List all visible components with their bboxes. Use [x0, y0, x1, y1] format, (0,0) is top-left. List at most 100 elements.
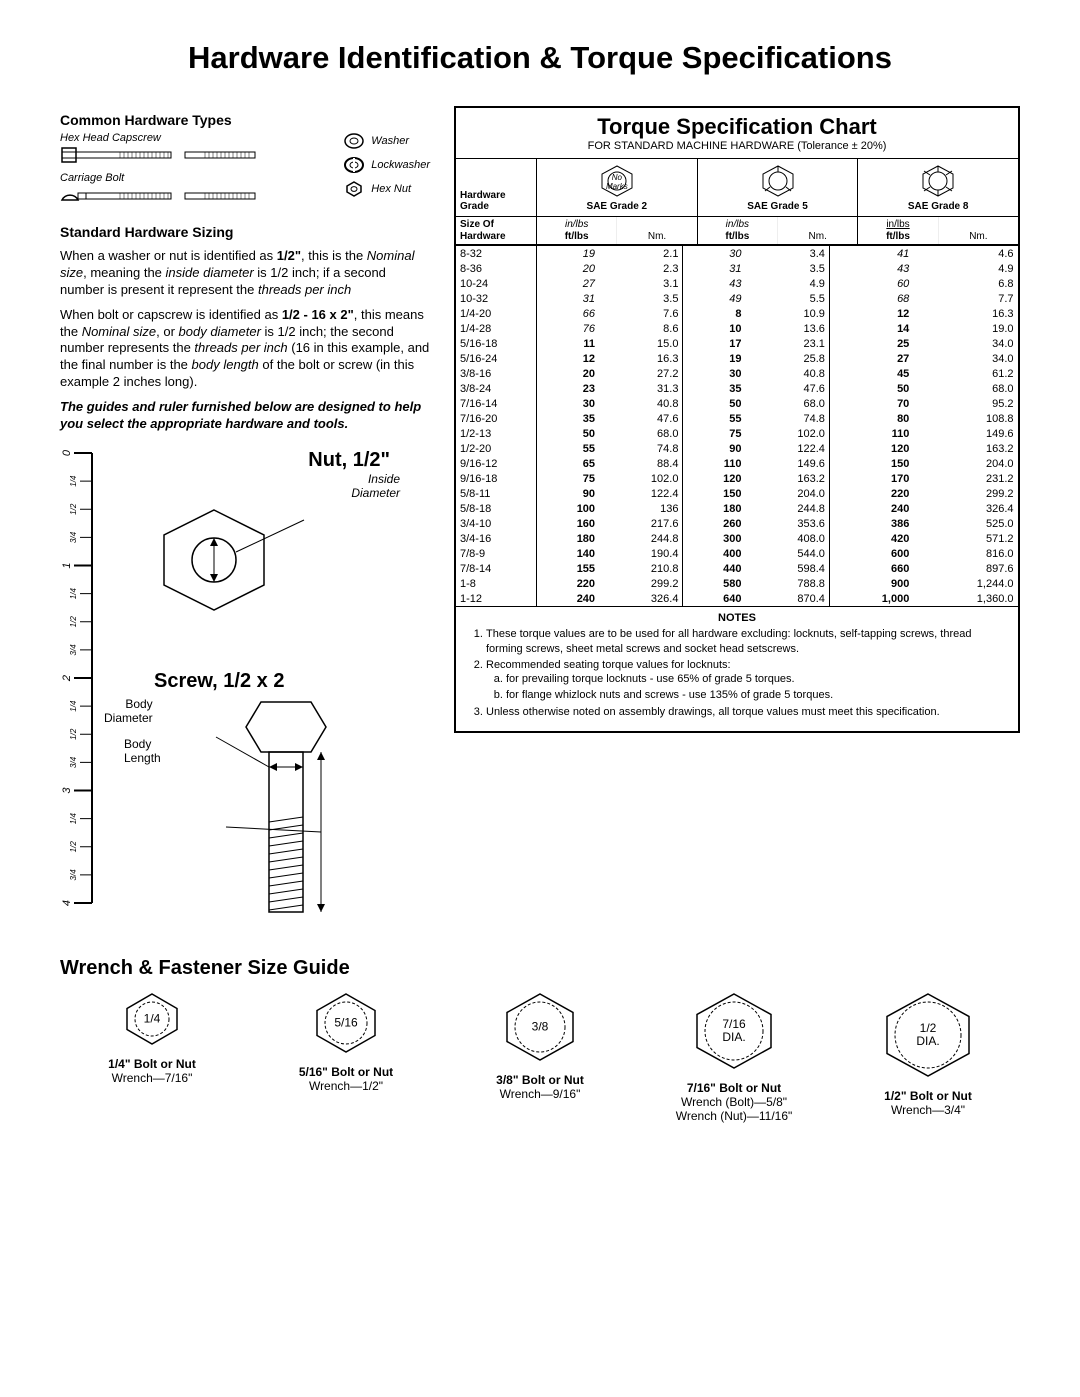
wrench-bolt-label: 7/16" Bolt or Nut — [642, 1081, 826, 1095]
svg-text:1: 1 — [61, 562, 73, 568]
common-hardware-heading: Common Hardware Types — [60, 112, 430, 128]
svg-text:1/2: 1/2 — [69, 503, 78, 515]
wrench-guide-title: Wrench & Fastener Size Guide — [60, 957, 1020, 980]
wrench-bolt-label: 1/2" Bolt or Nut — [836, 1089, 1020, 1103]
wrench-hex-icon: 1/2 DIA. — [881, 990, 975, 1080]
table-row: 1-8220299.2580788.89001,244.0 — [456, 576, 1018, 591]
screw-diagram-icon — [161, 697, 391, 927]
svg-text:3/4: 3/4 — [69, 869, 78, 881]
right-column: Torque Specification Chart FOR STANDARD … — [454, 106, 1020, 733]
note-2b: for flange whizlock nuts and screws - us… — [506, 688, 1008, 702]
wrench-item: 1/4 1/4" Bolt or NutWrench—7/16" — [60, 990, 244, 1123]
table-row: 5/16-241216.31925.82734.0 — [456, 351, 1018, 366]
carriage-bolt-label: Carriage Bolt — [60, 172, 333, 184]
wrench-size-label: Wrench—9/16" — [448, 1087, 632, 1101]
sizing-para-3: The guides and ruler furnished below are… — [60, 399, 430, 433]
wrench-bolt-label: 3/8" Bolt or Nut — [448, 1073, 632, 1087]
lockwasher-label: Lockwasher — [371, 159, 430, 171]
table-row: 5/8-18100136180244.8240326.4 — [456, 501, 1018, 516]
sizing-heading: Standard Hardware Sizing — [60, 224, 430, 240]
svg-text:1/4: 1/4 — [69, 475, 78, 487]
wrench-hex-icon: 3/8 — [501, 990, 579, 1064]
table-row: 7/8-9140190.4400544.0600816.0 — [456, 546, 1018, 561]
inside-diameter-label: Inside Diameter — [104, 472, 400, 500]
table-row: 1-12240326.4640870.41,0001,360.0 — [456, 591, 1018, 606]
washer-label: Washer — [371, 135, 409, 147]
table-row: 1/2-135068.075102.0110149.6 — [456, 426, 1018, 441]
grade2-label: SAE Grade 2 — [539, 201, 695, 212]
torque-subtitle: FOR STANDARD MACHINE HARDWARE (Tolerance… — [456, 140, 1018, 159]
note-1: These torque values are to be used for a… — [486, 627, 1008, 656]
svg-text:1/2: 1/2 — [69, 728, 78, 740]
wrench-size-label-2: Wrench (Nut)—11/16" — [642, 1109, 826, 1123]
wrench-item: 3/8 3/8" Bolt or NutWrench—9/16" — [448, 990, 632, 1123]
nut-diagram-icon — [104, 500, 384, 620]
hardware-grade-label: Hardware Grade — [456, 159, 537, 216]
wrench-item: 7/16 DIA. 7/16" Bolt or NutWrench (Bolt)—… — [642, 990, 826, 1123]
no-marks-label: No Marks — [539, 173, 695, 191]
svg-text:3: 3 — [61, 786, 73, 793]
notes-heading: NOTES — [466, 611, 1008, 625]
note-2: Recommended seating torque values for lo… — [486, 658, 1008, 703]
wrench-size-label: Wrench (Bolt)—5/8" — [642, 1095, 826, 1109]
table-row: 1/4-20667.6810.91216.3 — [456, 306, 1018, 321]
washer-icon — [343, 132, 365, 150]
torque-chart: Torque Specification Chart FOR STANDARD … — [454, 106, 1020, 733]
table-row: 10-24273.1434.9606.8 — [456, 276, 1018, 291]
torque-title: Torque Specification Chart — [456, 108, 1018, 140]
units-header-row: Size Of Hardware in/lbsft/lbsNm. in/lbsf… — [456, 217, 1018, 246]
table-row: 5/16-181115.01723.12534.0 — [456, 336, 1018, 351]
wrench-size-label: Wrench—3/4" — [836, 1103, 1020, 1117]
svg-text:0: 0 — [61, 449, 73, 456]
table-row: 3/8-242331.33547.65068.0 — [456, 381, 1018, 396]
table-row: 3/4-10160217.6260353.6386525.0 — [456, 516, 1018, 531]
body-diameter-label: Body Diameter — [104, 697, 153, 927]
wrench-hex-icon: 5/16 — [311, 990, 381, 1056]
grade-header-row: Hardware Grade No Marks SAE Grade 2 SAE … — [456, 159, 1018, 217]
page-title: Hardware Identification & Torque Specifi… — [60, 40, 1020, 76]
note-3: Unless otherwise noted on assembly drawi… — [486, 705, 1008, 719]
grade5-label: SAE Grade 5 — [700, 201, 856, 212]
wrench-guide: Wrench & Fastener Size Guide 1/4 1/4" Bol… — [60, 957, 1020, 1123]
grade5-hex-icon — [758, 163, 798, 199]
svg-text:1/4: 1/4 — [69, 587, 78, 599]
table-row: 7/16-143040.85068.07095.2 — [456, 396, 1018, 411]
wrench-bolt-label: 5/16" Bolt or Nut — [254, 1065, 438, 1079]
table-row: 1/2-205574.890122.4120163.2 — [456, 441, 1018, 456]
left-column: Common Hardware Types Hex Head Capscrew — [60, 106, 430, 935]
hex-nut-icon — [343, 180, 365, 198]
table-row: 1/4-28768.61013.61419.0 — [456, 321, 1018, 336]
table-row: 8-36202.3313.5434.9 — [456, 261, 1018, 276]
wrench-hex-icon: 1/4 — [121, 990, 183, 1048]
hex-nut-label: Hex Nut — [371, 183, 411, 195]
table-row: 9/16-126588.4110149.6150204.0 — [456, 456, 1018, 471]
svg-text:3/4: 3/4 — [69, 531, 78, 543]
table-row: 9/16-1875102.0120163.2170231.2 — [456, 471, 1018, 486]
table-row: 8-32192.1303.4414.6 — [456, 246, 1018, 261]
svg-text:2: 2 — [61, 675, 73, 682]
svg-text:1/4: 1/4 — [69, 812, 78, 824]
table-row: 7/16-203547.65574.880108.8 — [456, 411, 1018, 426]
table-row: 5/8-1190122.4150204.0220299.2 — [456, 486, 1018, 501]
ruler-icon: 01/41/23/411/41/23/421/41/23/431/41/23/4… — [60, 443, 94, 913]
hex-capscrew-icon — [60, 144, 260, 166]
table-row: 3/4-16180244.8300408.0420571.2 — [456, 531, 1018, 546]
wrench-size-label: Wrench—7/16" — [60, 1071, 244, 1085]
sizing-para-1: When a washer or nut is identified as 1/… — [60, 248, 430, 299]
svg-text:1/2: 1/2 — [69, 841, 78, 853]
nut-diagram-label: Nut, 1/2" — [104, 449, 390, 472]
svg-text:1/4: 1/4 — [69, 700, 78, 712]
table-row: 7/8-14155210.8440598.4660897.6 — [456, 561, 1018, 576]
table-row: 10-32313.5495.5687.7 — [456, 291, 1018, 306]
note-2a: for prevailing torque locknuts - use 65%… — [506, 672, 1008, 686]
hex-capscrew-label: Hex Head Capscrew — [60, 132, 333, 144]
grade8-label: SAE Grade 8 — [860, 201, 1016, 212]
svg-text:1/2: 1/2 — [69, 616, 78, 628]
lockwasher-icon — [343, 156, 365, 174]
size-of-hardware-label: Size Of Hardware — [456, 217, 537, 244]
torque-notes: NOTES These torque values are to be used… — [456, 606, 1018, 731]
carriage-bolt-icon — [60, 184, 260, 206]
svg-text:3/4: 3/4 — [69, 644, 78, 656]
wrench-hex-icon: 7/16 DIA. — [691, 990, 777, 1072]
wrench-bolt-label: 1/4" Bolt or Nut — [60, 1057, 244, 1071]
